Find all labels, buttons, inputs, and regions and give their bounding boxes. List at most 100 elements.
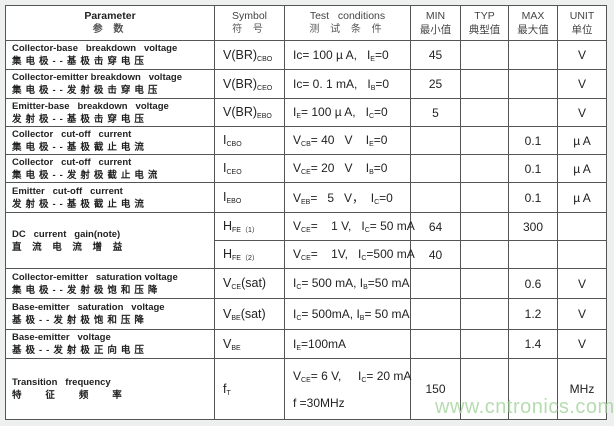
- header-max: MAX 最大值: [508, 5, 558, 41]
- table-row: Base-emitter saturation voltage 基极--发射极饱和…: [5, 298, 607, 330]
- text-segment: = 20 mA: [366, 368, 412, 383]
- text-segment: =0: [374, 105, 388, 119]
- symbol-cell: ICBO: [214, 126, 285, 155]
- header-symbol-en: Symbol: [231, 10, 267, 22]
- text-segment: I: [293, 276, 297, 290]
- subscript: CB: [301, 141, 311, 148]
- condition-line: VCE= 6 V, IC= 20 mA: [293, 369, 411, 384]
- parameter-cell: Collector cut-off current 集电极--发射极截止电流: [5, 154, 215, 183]
- condition-line: VCE= 1V, IC=500 mA: [293, 247, 415, 262]
- condition-cell: VCB= 40 V IE=0: [284, 126, 411, 155]
- header-parameter-en: Parameter: [84, 10, 136, 22]
- header-unit-en: UNIT: [569, 10, 595, 22]
- table-row: Collector-emitter breakdown voltage 集电极--…: [5, 69, 607, 99]
- text-segment: Ic= 0. 1 mA, I: [293, 76, 371, 91]
- parameter-cell: Emitter cut-off current 发射极--基极截止电流: [5, 182, 215, 213]
- text-segment: =500 mA: [366, 247, 415, 261]
- text-segment: =0: [373, 161, 388, 175]
- subscript: CE: [301, 255, 311, 262]
- parameter-cell: Collector-base breakdown voltage 集电极--基极击…: [5, 40, 215, 70]
- header-typ: TYP 典型值: [460, 5, 509, 41]
- max-cell: [508, 40, 558, 70]
- parameter-cn: 直 流 电 流 增 益: [12, 241, 127, 253]
- max-cell: [508, 98, 558, 127]
- min-cell: [410, 154, 461, 183]
- parameter-cell: Collector cut-off current 集电极--基极截止电流: [5, 126, 215, 155]
- table-row: DC current gain(note) 直 流 电 流 增 益 HFE（1） V…: [5, 212, 607, 269]
- condition-cell: IE= 100 µ A, IC=0: [284, 98, 411, 127]
- max-cell: [508, 358, 558, 420]
- min-cell: 40: [410, 240, 461, 269]
- min-cell: [410, 298, 461, 330]
- parameter-en: Transition frequency: [12, 377, 111, 388]
- text-segment: H: [223, 218, 233, 233]
- subscript: B: [370, 84, 376, 92]
- text-segment: I: [293, 105, 297, 119]
- table-row: Collector-emitter saturation voltage 集电极-…: [5, 268, 607, 299]
- text-segment: Ic= 100 µ A, I: [293, 47, 371, 62]
- parameter-cell: Base-emitter voltage 基极--发射极正向电压: [5, 329, 215, 359]
- unit-cell: V: [557, 98, 607, 127]
- table-row: Collector-base breakdown voltage 集电极--基极击…: [5, 40, 607, 70]
- max-cell: [508, 240, 558, 269]
- text-segment: I: [293, 306, 297, 321]
- max-cell: 0.1: [508, 126, 558, 155]
- max-cell: 1.2: [508, 298, 558, 330]
- condition-line: IC= 500 mA, IB=50 mA: [293, 276, 409, 291]
- unit-cell: µ A: [557, 182, 607, 213]
- text-segment: = 5 V， I: [310, 191, 375, 205]
- min-cell: 5: [410, 98, 461, 127]
- max-cell: [508, 69, 558, 99]
- parameter-table: Parameter 参 数 Symbol 符 号 Test conditions 测 …: [5, 5, 607, 420]
- subscript: BE: [231, 344, 241, 352]
- typ-cell: [460, 298, 509, 330]
- parameter-cn: 集电极--发射极饱和压降: [12, 284, 162, 296]
- symbol-cell: VCE(sat): [214, 268, 285, 299]
- subscript: CBO: [257, 55, 273, 63]
- condition-line: IE=100mA: [293, 337, 406, 352]
- max-cell: 300: [508, 212, 558, 241]
- max-cell: 0.1: [508, 154, 558, 183]
- text-segment: V: [223, 306, 232, 321]
- condition-line: VCE= 1 V, IC= 50 mA: [293, 219, 415, 234]
- condition-cell: IC= 500 mA, IB=50 mA: [284, 268, 411, 299]
- condition-cell: IC= 500mA, IB= 50 mA: [284, 298, 411, 330]
- parameter-en: Collector-emitter breakdown voltage: [12, 72, 182, 83]
- symbol-cell: VBE(sat): [214, 298, 285, 330]
- header-typ-cn: 典型值: [468, 24, 501, 36]
- subscript: CEO: [226, 169, 242, 176]
- condition-cell: VEB= 5 V， IC=0: [284, 182, 411, 213]
- text-segment: V: [293, 191, 302, 205]
- subscript: C: [296, 314, 302, 322]
- parameter-en: Emitter-base breakdown voltage: [12, 100, 169, 112]
- subscript: BE: [231, 314, 241, 322]
- subscript: C: [361, 255, 367, 262]
- parameter-en: Base-emitter saturation voltage: [12, 302, 165, 313]
- unit-cell: V: [557, 329, 607, 359]
- header-unit-cn: 单位: [571, 24, 593, 36]
- subscript: C: [368, 113, 375, 120]
- typ-cell: [460, 182, 509, 213]
- unit-cell: MHz: [557, 358, 607, 420]
- parameter-cell: Transition frequency 特 征 频 率: [5, 358, 215, 420]
- table-row: Collector cut-off current 集电极--发射极截止电流 ICE…: [5, 154, 607, 183]
- symbol-cell: HFE（2）: [214, 240, 285, 269]
- subscript: C: [374, 199, 380, 206]
- subscript: EBO: [257, 113, 272, 120]
- min-cell: 150: [410, 358, 461, 420]
- table-row: Transition frequency 特 征 频 率 fT VCE= 6 V, …: [5, 358, 607, 420]
- text-segment: V: [223, 276, 232, 290]
- parameter-en: Emitter cut-off current: [12, 185, 123, 197]
- text-segment: H: [223, 246, 233, 261]
- text-segment: I: [223, 190, 227, 204]
- parameter-cn: 集电极--发射极截止电流: [12, 169, 162, 181]
- table-row: Base-emitter voltage 基极--发射极正向电压 V BE IE=10…: [5, 329, 607, 359]
- subscript: CBO: [226, 141, 242, 148]
- text-segment: = 500mA, I: [301, 306, 360, 321]
- min-cell: [410, 126, 461, 155]
- max-cell: 0.1: [508, 182, 558, 213]
- condition-line: Ic= 0. 1 mA, IB=0: [293, 77, 406, 92]
- typ-cell: [460, 98, 509, 127]
- table-row: Collector cut-off current 集电极--基极截止电流 ICBO…: [5, 126, 607, 155]
- subscript: E: [296, 113, 302, 120]
